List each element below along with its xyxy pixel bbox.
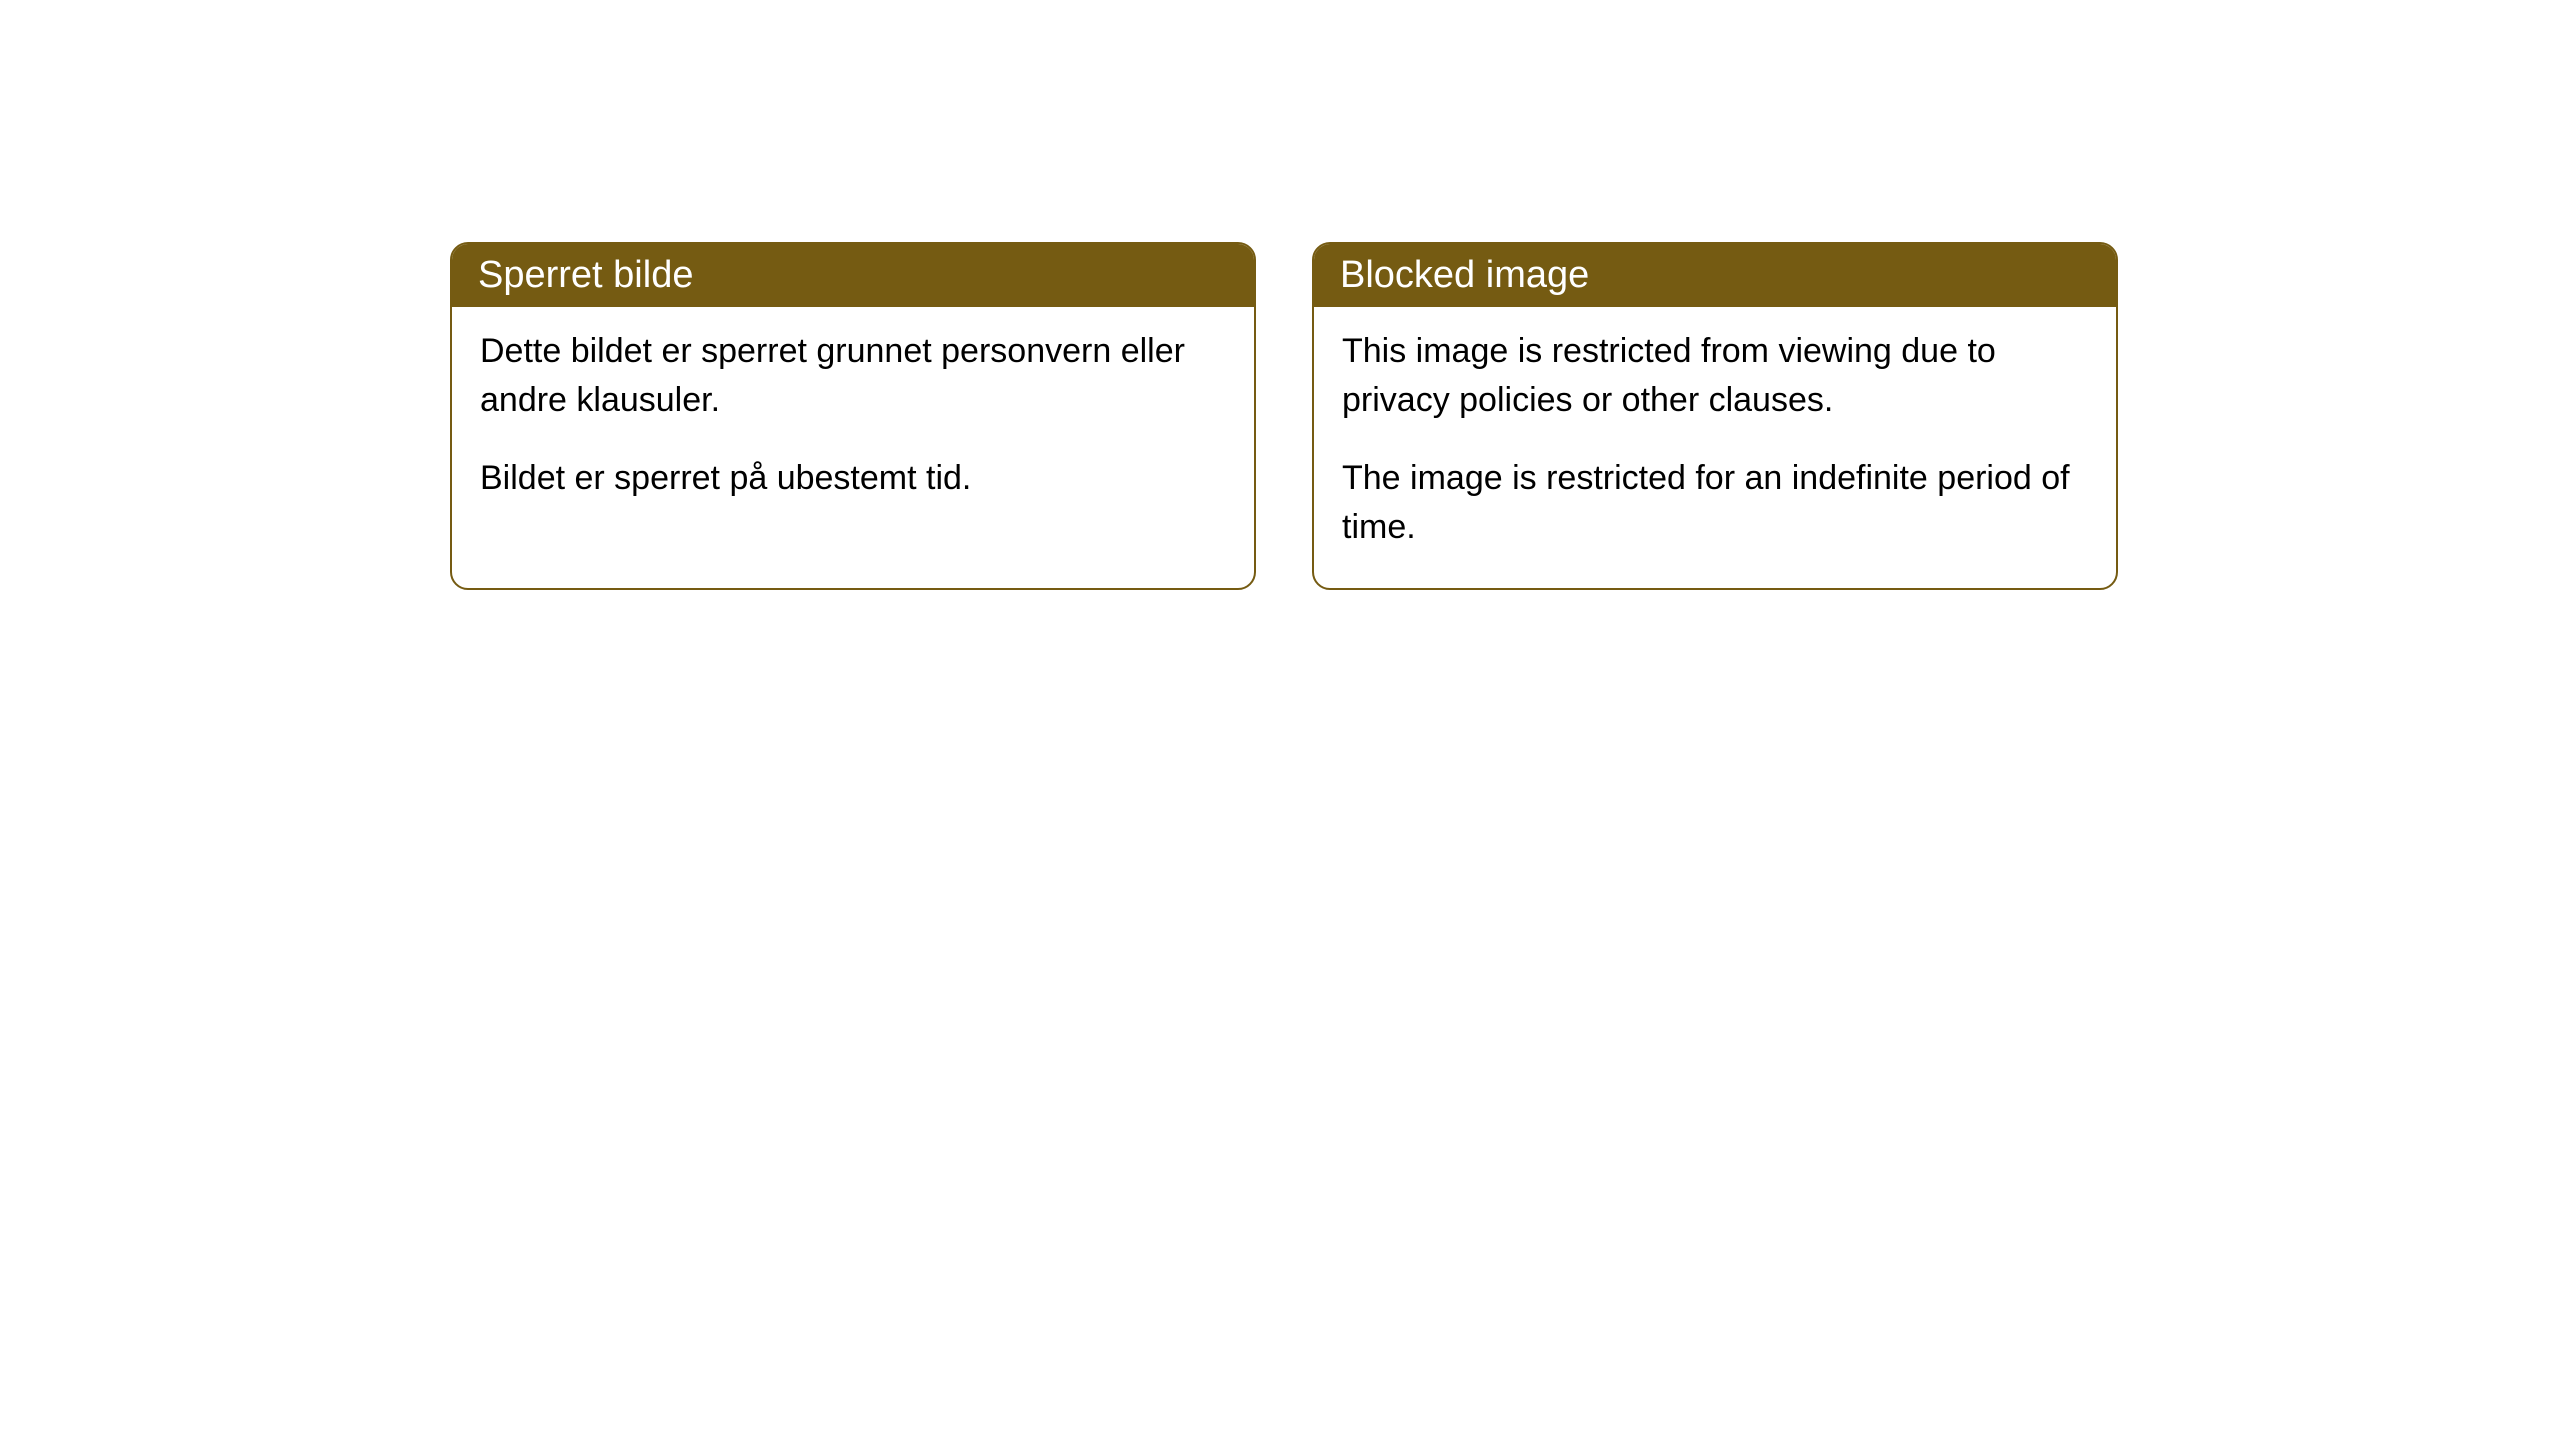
card-title: Blocked image — [1340, 254, 1589, 296]
card-paragraph: Dette bildet er sperret grunnet personve… — [480, 327, 1226, 426]
card-paragraph: This image is restricted from viewing du… — [1342, 327, 2088, 426]
card-title: Sperret bilde — [478, 254, 693, 296]
blocked-image-card-english: Blocked image This image is restricted f… — [1312, 242, 2118, 590]
blocked-image-card-norwegian: Sperret bilde Dette bildet er sperret gr… — [450, 242, 1256, 590]
card-body: Dette bildet er sperret grunnet personve… — [452, 307, 1254, 539]
notice-container: Sperret bilde Dette bildet er sperret gr… — [0, 0, 2560, 590]
card-paragraph: The image is restricted for an indefinit… — [1342, 454, 2088, 553]
card-header: Blocked image — [1314, 244, 2116, 307]
card-header: Sperret bilde — [452, 244, 1254, 307]
card-body: This image is restricted from viewing du… — [1314, 307, 2116, 588]
card-paragraph: Bildet er sperret på ubestemt tid. — [480, 454, 1226, 503]
